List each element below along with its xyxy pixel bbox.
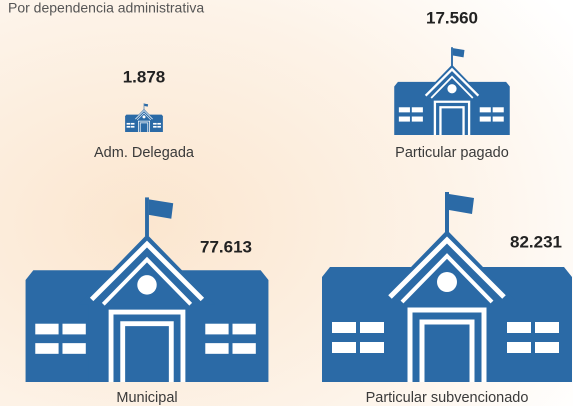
gable-line [430, 75, 474, 99]
value-label: 1.878 [123, 67, 166, 86]
door [138, 120, 150, 133]
window [130, 125, 135, 128]
flag-pole [445, 192, 449, 232]
window [153, 125, 157, 128]
window [535, 342, 559, 353]
window [360, 342, 384, 353]
gable-line [388, 236, 506, 299]
door [108, 309, 186, 382]
window [411, 116, 423, 122]
school-icon [394, 47, 510, 135]
round-window [447, 84, 457, 94]
round-window [142, 115, 146, 119]
flag [452, 48, 465, 58]
gable-line [135, 110, 153, 120]
window [398, 107, 410, 113]
window [205, 343, 229, 354]
window [232, 343, 256, 354]
door [407, 307, 487, 382]
window [332, 322, 356, 333]
window [411, 107, 423, 113]
flag-pole [143, 103, 145, 110]
gable-line [424, 67, 480, 97]
gable-line [136, 112, 152, 121]
window [126, 125, 131, 128]
window [62, 323, 86, 335]
window [492, 116, 504, 122]
category-label: Adm. Delegada [94, 145, 195, 161]
window [479, 116, 491, 122]
chart-subtitle: Por dependencia administrativa [8, 0, 204, 16]
school-icon [25, 197, 269, 382]
window [479, 107, 491, 113]
window [232, 323, 256, 335]
gable-line [89, 240, 205, 302]
school-icon [322, 192, 572, 382]
window [360, 322, 384, 333]
round-window [437, 272, 457, 292]
window [332, 342, 356, 353]
flag [144, 103, 149, 107]
flag-pole [451, 47, 453, 66]
category-label: Particular subvencionado [366, 390, 529, 406]
value-label: 77.613 [200, 237, 252, 256]
window [153, 122, 157, 125]
school-icon [125, 103, 163, 133]
window [157, 125, 161, 128]
round-window [137, 275, 157, 295]
window [126, 122, 131, 125]
window [398, 116, 410, 122]
window [35, 343, 59, 354]
window [130, 122, 135, 125]
category-label: Municipal [116, 390, 177, 406]
door [433, 100, 471, 135]
flag [148, 199, 174, 219]
window [507, 342, 531, 353]
window [35, 323, 59, 335]
window [535, 322, 559, 333]
window [507, 322, 531, 333]
value-label: 82.231 [510, 232, 562, 251]
window [157, 122, 161, 125]
flag-pole [145, 197, 149, 237]
gable-line [400, 253, 494, 304]
window [492, 107, 504, 113]
flag [449, 194, 474, 214]
value-label: 17.560 [426, 8, 478, 27]
window [205, 323, 229, 335]
gable-line [101, 256, 193, 306]
window [62, 343, 86, 354]
category-label: Particular pagado [395, 145, 509, 161]
